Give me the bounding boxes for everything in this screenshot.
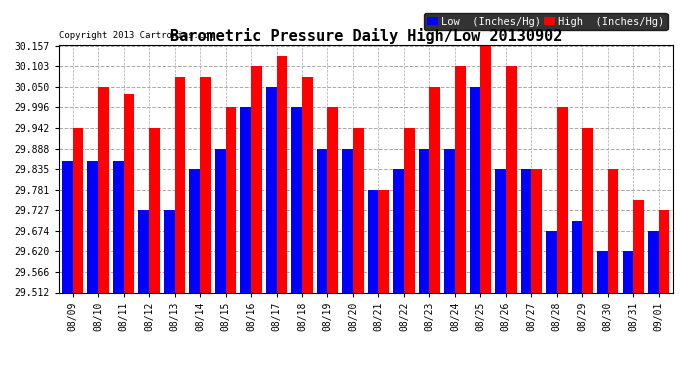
Bar bbox=[342, 148, 353, 292]
Bar bbox=[659, 210, 669, 292]
Bar bbox=[571, 220, 582, 292]
Bar bbox=[88, 161, 98, 292]
Bar bbox=[164, 210, 175, 292]
Bar bbox=[240, 107, 251, 292]
Title: Barometric Pressure Daily High/Low 20130902: Barometric Pressure Daily High/Low 20130… bbox=[170, 28, 562, 44]
Text: Copyright 2013 Cartronics.com: Copyright 2013 Cartronics.com bbox=[59, 31, 215, 40]
Legend: Low  (Inches/Hg), High  (Inches/Hg): Low (Inches/Hg), High (Inches/Hg) bbox=[424, 13, 667, 30]
Bar bbox=[189, 169, 200, 292]
Bar bbox=[608, 169, 618, 292]
Bar bbox=[302, 77, 313, 292]
Bar bbox=[455, 66, 466, 292]
Bar bbox=[62, 161, 72, 292]
Bar bbox=[277, 56, 287, 292]
Bar bbox=[480, 46, 491, 292]
Bar bbox=[546, 231, 557, 292]
Bar bbox=[444, 148, 455, 292]
Bar bbox=[175, 77, 186, 292]
Bar bbox=[506, 66, 517, 292]
Bar bbox=[215, 148, 226, 292]
Bar bbox=[113, 161, 124, 292]
Bar bbox=[404, 128, 415, 292]
Bar bbox=[531, 169, 542, 292]
Bar bbox=[521, 169, 531, 292]
Bar bbox=[368, 190, 378, 292]
Bar bbox=[124, 94, 135, 292]
Bar bbox=[291, 107, 302, 292]
Bar bbox=[470, 87, 480, 292]
Bar bbox=[200, 77, 210, 292]
Bar bbox=[266, 87, 277, 292]
Bar bbox=[622, 251, 633, 292]
Bar bbox=[557, 107, 567, 292]
Bar bbox=[317, 148, 328, 292]
Bar bbox=[429, 87, 440, 292]
Bar bbox=[582, 128, 593, 292]
Bar bbox=[328, 107, 338, 292]
Bar bbox=[393, 169, 404, 292]
Bar bbox=[251, 66, 262, 292]
Bar bbox=[648, 231, 659, 292]
Bar bbox=[149, 128, 160, 292]
Bar bbox=[139, 210, 149, 292]
Bar bbox=[378, 190, 389, 292]
Bar bbox=[495, 169, 506, 292]
Bar bbox=[226, 107, 236, 292]
Bar bbox=[72, 128, 83, 292]
Bar bbox=[633, 200, 644, 292]
Bar bbox=[353, 128, 364, 292]
Bar bbox=[597, 251, 608, 292]
Bar bbox=[419, 148, 429, 292]
Bar bbox=[98, 87, 109, 292]
